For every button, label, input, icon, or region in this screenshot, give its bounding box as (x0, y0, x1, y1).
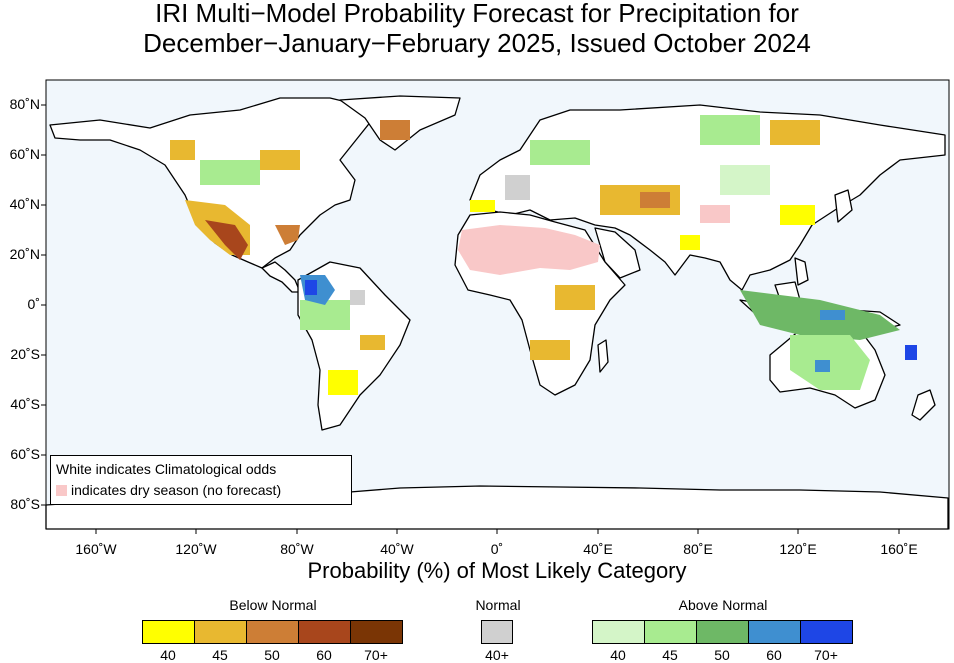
lat-label-20n: 20˚N (9, 246, 40, 262)
lon-label-40e: 40˚E (583, 541, 613, 557)
lat-label-40n: 40˚N (9, 196, 40, 212)
below-normal-mexico (205, 220, 248, 260)
below-normal-label-60: 60 (316, 647, 332, 663)
below-normal-label-70plus: 70+ (364, 647, 388, 663)
below-normal-argentina (328, 370, 358, 395)
lon-label-40w: 40˚W (380, 541, 414, 557)
below-normal-siberia (770, 120, 820, 145)
above-normal-swatch-40 (592, 620, 645, 644)
below-normal-east-africa (555, 285, 595, 310)
below-normal-swatch-45 (194, 620, 247, 644)
normal-europe (505, 175, 530, 200)
below-normal-label-50: 50 (264, 647, 280, 663)
below-normal-swatch-50 (246, 620, 299, 644)
lat-label-40s: 40˚S (10, 396, 40, 412)
normal-swatch-40plus (481, 620, 513, 644)
lat-label-60s: 60˚S (10, 446, 40, 462)
below-normal-india (680, 235, 700, 250)
climatological-odds-note: White indicates Climatological odds (56, 461, 277, 477)
dry-season-asia (700, 205, 730, 223)
lat-label-0: 0˚ (27, 296, 40, 312)
above-normal-swatch-45 (644, 620, 697, 644)
above-normal-label-70plus: 70+ (814, 647, 838, 663)
above-normal-label-60: 60 (766, 647, 782, 663)
above-normal-canada (200, 160, 260, 185)
below-normal-canada (260, 150, 300, 170)
above-normal-label-40: 40 (610, 647, 626, 663)
map-title-line-2: December−January−February 2025, Issued O… (143, 28, 811, 58)
below-normal-label-45: 45 (212, 647, 228, 663)
below-normal-greenland (380, 120, 410, 140)
below-normal-title: Below Normal (229, 597, 317, 613)
forecast-shading (170, 115, 917, 395)
japan-land (834, 189, 853, 223)
lon-label-120w: 120˚W (175, 541, 217, 557)
lon-label-160e: 160˚E (880, 541, 918, 557)
lon-label-160w: 160˚W (75, 541, 117, 557)
map-title-line-1: IRI Multi−Model Probability Forecast for… (155, 0, 799, 28)
below-normal-florida (275, 225, 300, 245)
below-normal-alaska (170, 140, 195, 160)
above-normal-label-50: 50 (714, 647, 730, 663)
lat-label-60n: 60˚N (9, 146, 40, 162)
below-normal-east-asia (780, 205, 815, 225)
dry-season-swatch (56, 485, 67, 496)
below-normal-swatch-40 (142, 620, 195, 644)
below-normal-label-40: 40 (160, 647, 176, 663)
lat-label-20s: 20˚S (10, 346, 40, 362)
below-normal-europe (470, 200, 495, 212)
lat-label-80s: 80˚S (10, 496, 40, 512)
above-normal-asia (720, 165, 770, 195)
lon-label-0: 0˚ (490, 541, 504, 557)
above-normal-swatch-70plus (800, 620, 853, 644)
lon-label-120e: 120˚E (779, 541, 817, 557)
dry-season-note: indicates dry season (no forecast) (71, 482, 282, 498)
axis-ticks (41, 104, 900, 534)
lon-label-80e: 80˚E (683, 541, 713, 557)
madagascar-land (597, 339, 609, 373)
dry-season-sahara (458, 225, 600, 275)
lat-label-80n: 80˚N (9, 96, 40, 112)
below-normal-swatch-70plus (350, 620, 403, 644)
above-normal-label-45: 45 (662, 647, 678, 663)
extreme-above-normal-colombia (305, 280, 317, 295)
x-axis-title: Probability (%) of Most Likely Category (307, 558, 687, 583)
above-normal-europe (530, 140, 590, 165)
above-normal-swatch-60 (748, 620, 801, 644)
above-normal-title: Above Normal (678, 597, 768, 613)
normal-label-40plus: 40+ (485, 647, 509, 663)
above-normal-siberia (700, 115, 760, 145)
lon-label-80w: 80˚W (280, 541, 314, 557)
normal-title: Normal (475, 597, 521, 613)
below-normal-swatch-60 (298, 620, 351, 644)
below-normal-central-asia-strong (640, 192, 670, 208)
strong-above-normal-indonesia (820, 310, 845, 320)
map-legend-box: White indicates Climatological odds indi… (50, 455, 352, 505)
below-normal-brazil (360, 335, 385, 350)
new-zealand-land (911, 389, 936, 421)
extreme-above-normal-pacific (905, 345, 917, 360)
above-normal-swatch-50 (696, 620, 749, 644)
normal-amazon (350, 290, 365, 305)
philippines-land (794, 257, 809, 286)
strong-above-normal-australia (815, 360, 830, 372)
below-normal-southern-africa (530, 340, 570, 360)
